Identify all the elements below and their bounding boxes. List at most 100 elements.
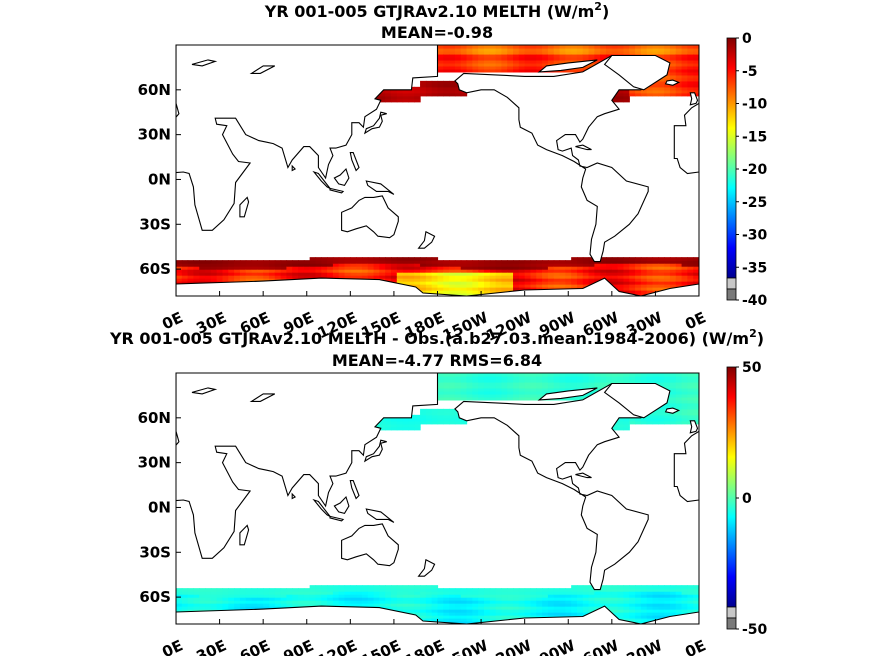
field-cell	[513, 375, 520, 380]
field-cell	[606, 375, 613, 380]
field-cell	[431, 257, 439, 261]
field-cell	[263, 594, 270, 598]
field-cell	[495, 381, 503, 386]
field-cell	[675, 269, 683, 273]
field-cell	[361, 603, 369, 607]
field-cell	[460, 618, 468, 622]
field-cell	[652, 420, 659, 425]
x-tick-label: 120E	[315, 636, 360, 656]
field-cell	[664, 278, 671, 282]
field-cell	[454, 68, 462, 73]
field-cell	[623, 585, 630, 589]
field-cell	[239, 603, 247, 607]
field-cell	[332, 585, 340, 589]
field-cell	[681, 83, 688, 88]
field-cell	[646, 609, 654, 613]
field-cell	[675, 399, 683, 404]
field-cell	[571, 269, 578, 273]
colorbar-under-bin	[726, 617, 737, 630]
field-cell	[449, 80, 456, 85]
field-cell	[675, 612, 683, 616]
field-cell	[420, 80, 427, 85]
field-cell	[472, 384, 479, 389]
field-cell	[425, 80, 433, 85]
field-cell	[449, 266, 456, 270]
field-cell	[507, 287, 514, 291]
field-cell	[257, 269, 264, 273]
field-cell	[443, 381, 450, 386]
field-cell	[669, 284, 677, 288]
field-cell	[635, 588, 642, 592]
field-cell	[425, 290, 433, 294]
field-cell	[559, 50, 566, 55]
field-cell	[669, 45, 677, 49]
field-cell	[292, 594, 299, 598]
field-cell	[553, 609, 561, 613]
field-cell	[513, 278, 520, 282]
field-cell	[257, 272, 264, 276]
field-cell	[356, 266, 363, 270]
field-cell	[454, 612, 462, 616]
field-cell	[443, 284, 450, 288]
field-cell	[495, 287, 503, 291]
field-cell	[379, 600, 386, 604]
field-cell	[687, 269, 694, 273]
field-cell	[483, 384, 491, 389]
field-cell	[629, 594, 636, 598]
field-cell	[309, 585, 317, 589]
field-cell	[542, 588, 549, 592]
field-cell	[664, 585, 671, 589]
colorbar-gradient	[726, 366, 737, 608]
field-cell	[408, 597, 415, 601]
field-cell	[176, 272, 183, 276]
field-cell	[472, 600, 479, 604]
field-cell	[420, 86, 427, 91]
field-cell	[420, 275, 427, 279]
field-cell	[582, 284, 590, 288]
field-cell	[693, 59, 699, 64]
field-cell	[216, 597, 224, 601]
field-cell	[379, 95, 386, 100]
field-cell	[664, 609, 671, 613]
field-cell	[437, 56, 444, 61]
field-cell	[315, 275, 322, 279]
field-cell	[501, 272, 508, 276]
field-cell	[687, 260, 694, 264]
field-cell	[234, 597, 241, 601]
field-cell	[681, 414, 688, 419]
field-cell	[321, 588, 328, 592]
field-cell	[518, 603, 526, 607]
field-cell	[669, 53, 677, 58]
field-cell	[466, 381, 473, 386]
field-cell	[588, 62, 595, 67]
land-polygon	[365, 180, 395, 195]
field-cell	[332, 597, 340, 601]
field-cell	[646, 281, 654, 285]
land-polygon	[249, 393, 276, 402]
field-cell	[629, 263, 636, 267]
field-cell	[542, 591, 549, 595]
field-cell	[600, 600, 607, 604]
field-cell	[658, 408, 665, 413]
field-cell	[635, 92, 642, 97]
field-cell	[274, 263, 282, 267]
colorbar-tick-label: 50	[742, 360, 762, 376]
field-cell	[669, 59, 677, 64]
field-cell	[460, 284, 468, 288]
field-cell	[478, 269, 485, 273]
field-cell	[675, 414, 683, 419]
field-cell	[210, 597, 218, 601]
field-cell	[646, 287, 654, 291]
field-cell	[518, 387, 526, 392]
field-cell	[286, 269, 293, 273]
field-cell	[576, 56, 584, 61]
field-cell	[646, 606, 654, 610]
field-cell	[536, 597, 543, 601]
field-cell	[443, 68, 450, 73]
field-cell	[652, 417, 659, 422]
field-cell	[263, 588, 270, 592]
x-tick-label: 30W	[624, 636, 666, 656]
field-cell	[449, 56, 456, 61]
field-cell	[205, 600, 212, 604]
field-cell	[530, 594, 537, 598]
